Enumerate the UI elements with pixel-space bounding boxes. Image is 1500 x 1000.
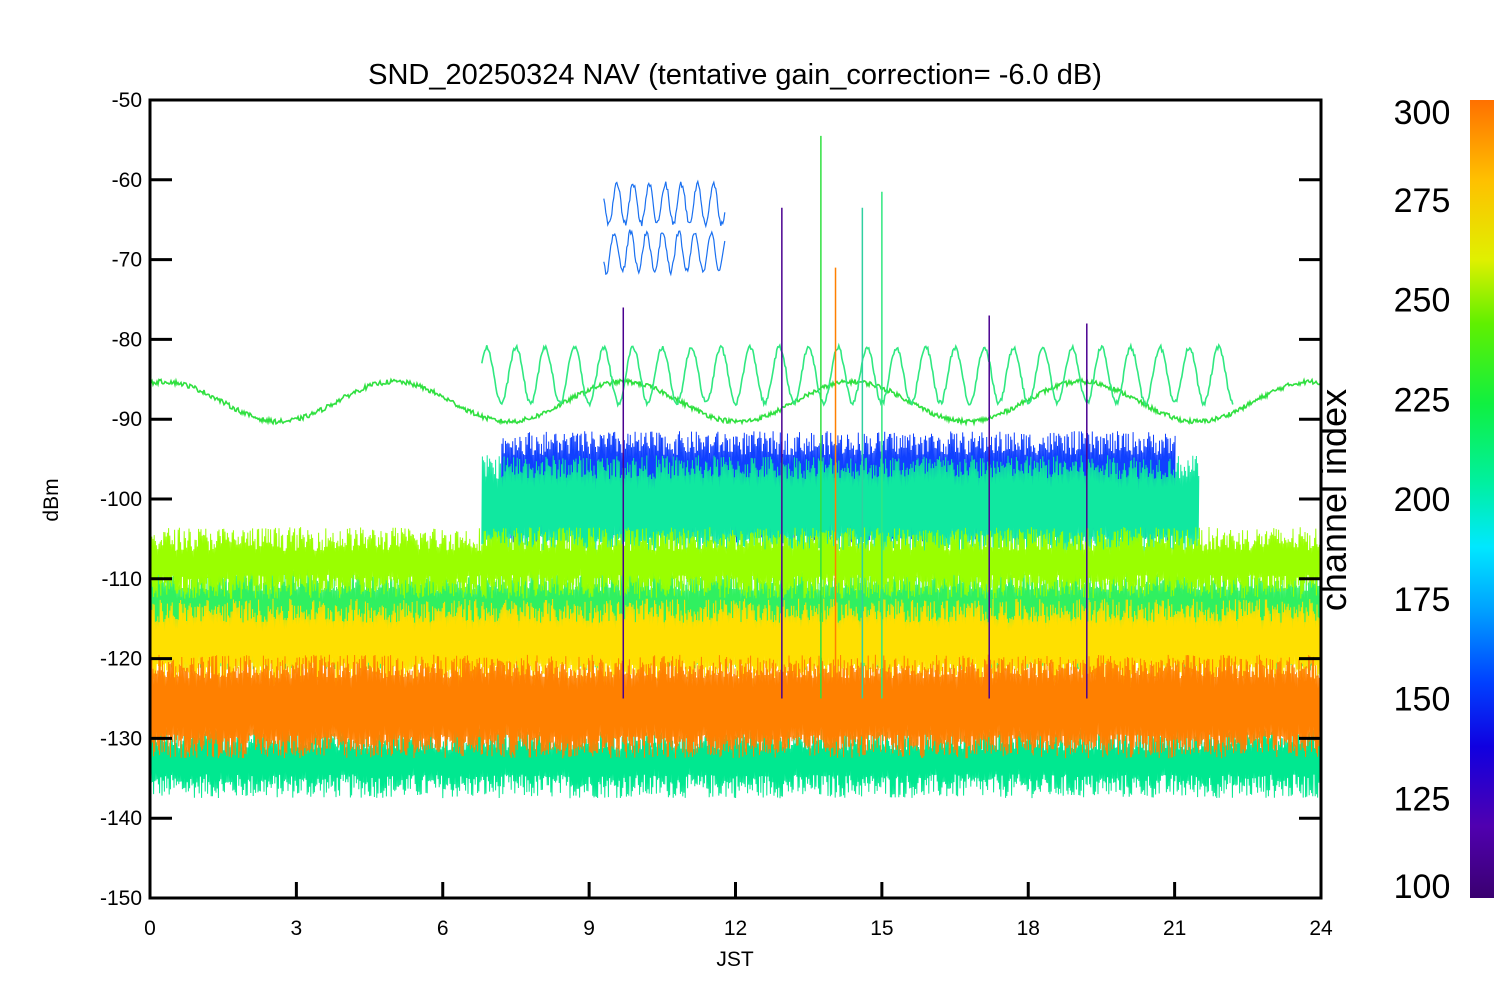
colorbar-tick-label: 275 [1394, 182, 1451, 220]
y-axis-label: dBm [40, 478, 63, 521]
x-tick-label: 3 [291, 917, 303, 940]
series-channel-215 [481, 455, 1200, 559]
chart-title: SND_20250324 NAV (tentative gain_correct… [368, 59, 1102, 91]
y-tick-label: -100 [100, 488, 142, 511]
series-channel-155 [603, 179, 726, 277]
y-tick-label: -110 [102, 568, 142, 591]
series-channel-300 [150, 654, 1321, 759]
y-tick-label: -140 [100, 807, 142, 830]
colorbar-tick-label: 150 [1394, 681, 1451, 719]
y-tick-label: -70 [112, 249, 142, 272]
x-tick-label: 6 [437, 917, 449, 940]
colorbar [1470, 100, 1494, 898]
series-channel-225 [481, 342, 1234, 408]
y-tick-label: -80 [112, 328, 142, 351]
series-channel-245 [150, 377, 1321, 427]
y-tick-label: -120 [100, 648, 142, 671]
x-axis-label: JST [716, 948, 754, 971]
colorbar-tick-label: 125 [1394, 780, 1451, 818]
y-tick-label: -50 [112, 89, 142, 112]
colorbar-tick-label: 175 [1394, 581, 1451, 619]
x-tick-label: 15 [870, 917, 893, 940]
colorbar-tick-label: 100 [1394, 868, 1451, 906]
x-tick-label: 24 [1309, 917, 1333, 940]
colorbar-tick-label: 225 [1394, 381, 1451, 419]
x-tick-label: 0 [144, 917, 156, 940]
colorbar-axis: 300 275 250 225 200 175 150 125 100 [1394, 94, 1451, 906]
y-tick-label: -150 [100, 887, 142, 910]
x-axis: 0 3 6 9 12 15 18 21 24 [144, 882, 1333, 940]
colorbar-tick-label: 250 [1394, 282, 1451, 320]
colorbar-tick-label: 300 [1394, 94, 1451, 132]
colorbar-tick-label: 200 [1394, 481, 1451, 519]
x-tick-label: 12 [724, 917, 747, 940]
y-tick-label: -90 [112, 408, 142, 431]
x-tick-label: 9 [583, 917, 595, 940]
y-tick-label: -60 [112, 169, 142, 192]
series-channel-255 [150, 526, 1321, 599]
y-tick-label: -130 [100, 727, 142, 750]
plot-data-layer [150, 135, 1321, 799]
colorbar-label: channel index [1313, 389, 1354, 611]
x-tick-label: 18 [1017, 917, 1040, 940]
x-tick-label: 21 [1163, 917, 1186, 940]
y-axis: -50 -60 -70 -80 -90 -100 -110 -120 -130 -140 -150 [100, 89, 1321, 910]
